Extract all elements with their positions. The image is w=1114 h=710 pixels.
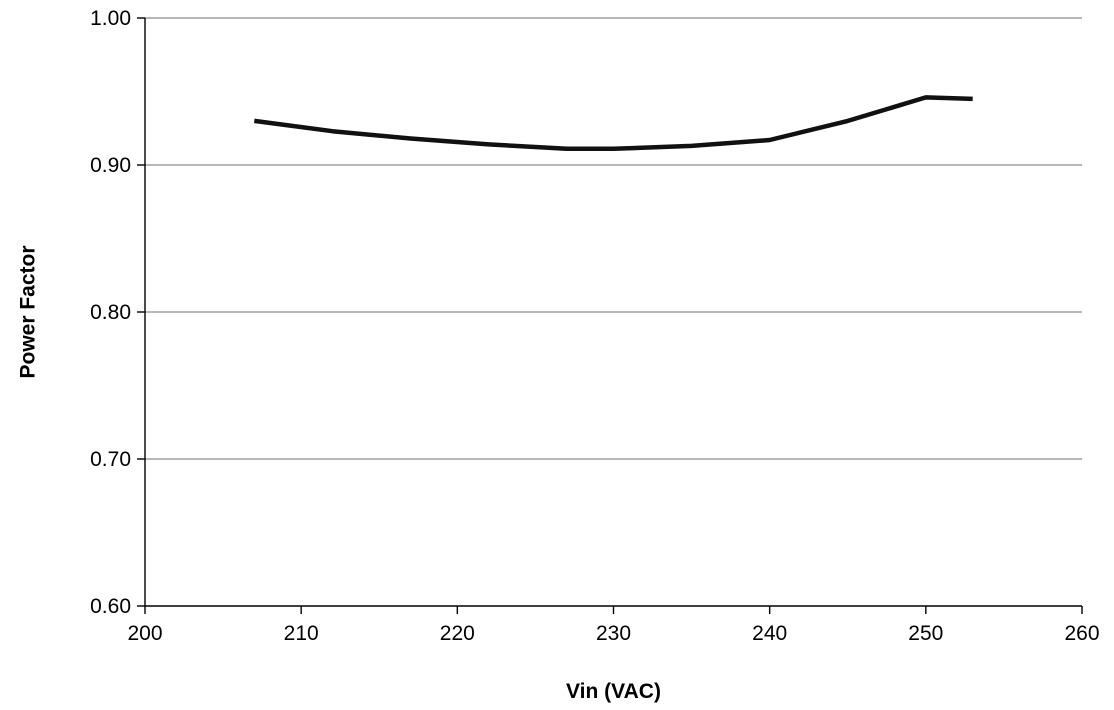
series-layer <box>254 95 973 152</box>
x-tick-label: 200 <box>127 622 162 645</box>
x-axis-title: Vin (VAC) <box>566 680 661 703</box>
y-tick-label: 0.90 <box>90 154 131 177</box>
y-tick-label: 0.70 <box>90 448 131 471</box>
x-tick-label: 220 <box>440 622 475 645</box>
x-tick-label: 250 <box>908 622 943 645</box>
series-line-0 <box>254 95 973 152</box>
x-axis-ticks: 200 210 220 230 240 250 260 <box>127 606 1100 645</box>
x-tick-label: 230 <box>596 622 631 645</box>
x-tick-label: 240 <box>752 622 787 645</box>
gridlines <box>145 17 1082 460</box>
y-axis-ticks: 0.60 0.70 0.80 0.90 1.00 <box>90 7 145 618</box>
y-tick-label: 0.80 <box>90 301 131 324</box>
x-tick-label: 210 <box>284 622 319 645</box>
y-tick-label: 0.60 <box>90 595 131 618</box>
x-tick-label: 260 <box>1064 622 1099 645</box>
y-axis-title: Power Factor <box>17 245 40 378</box>
y-tick-label: 1.00 <box>90 7 131 30</box>
